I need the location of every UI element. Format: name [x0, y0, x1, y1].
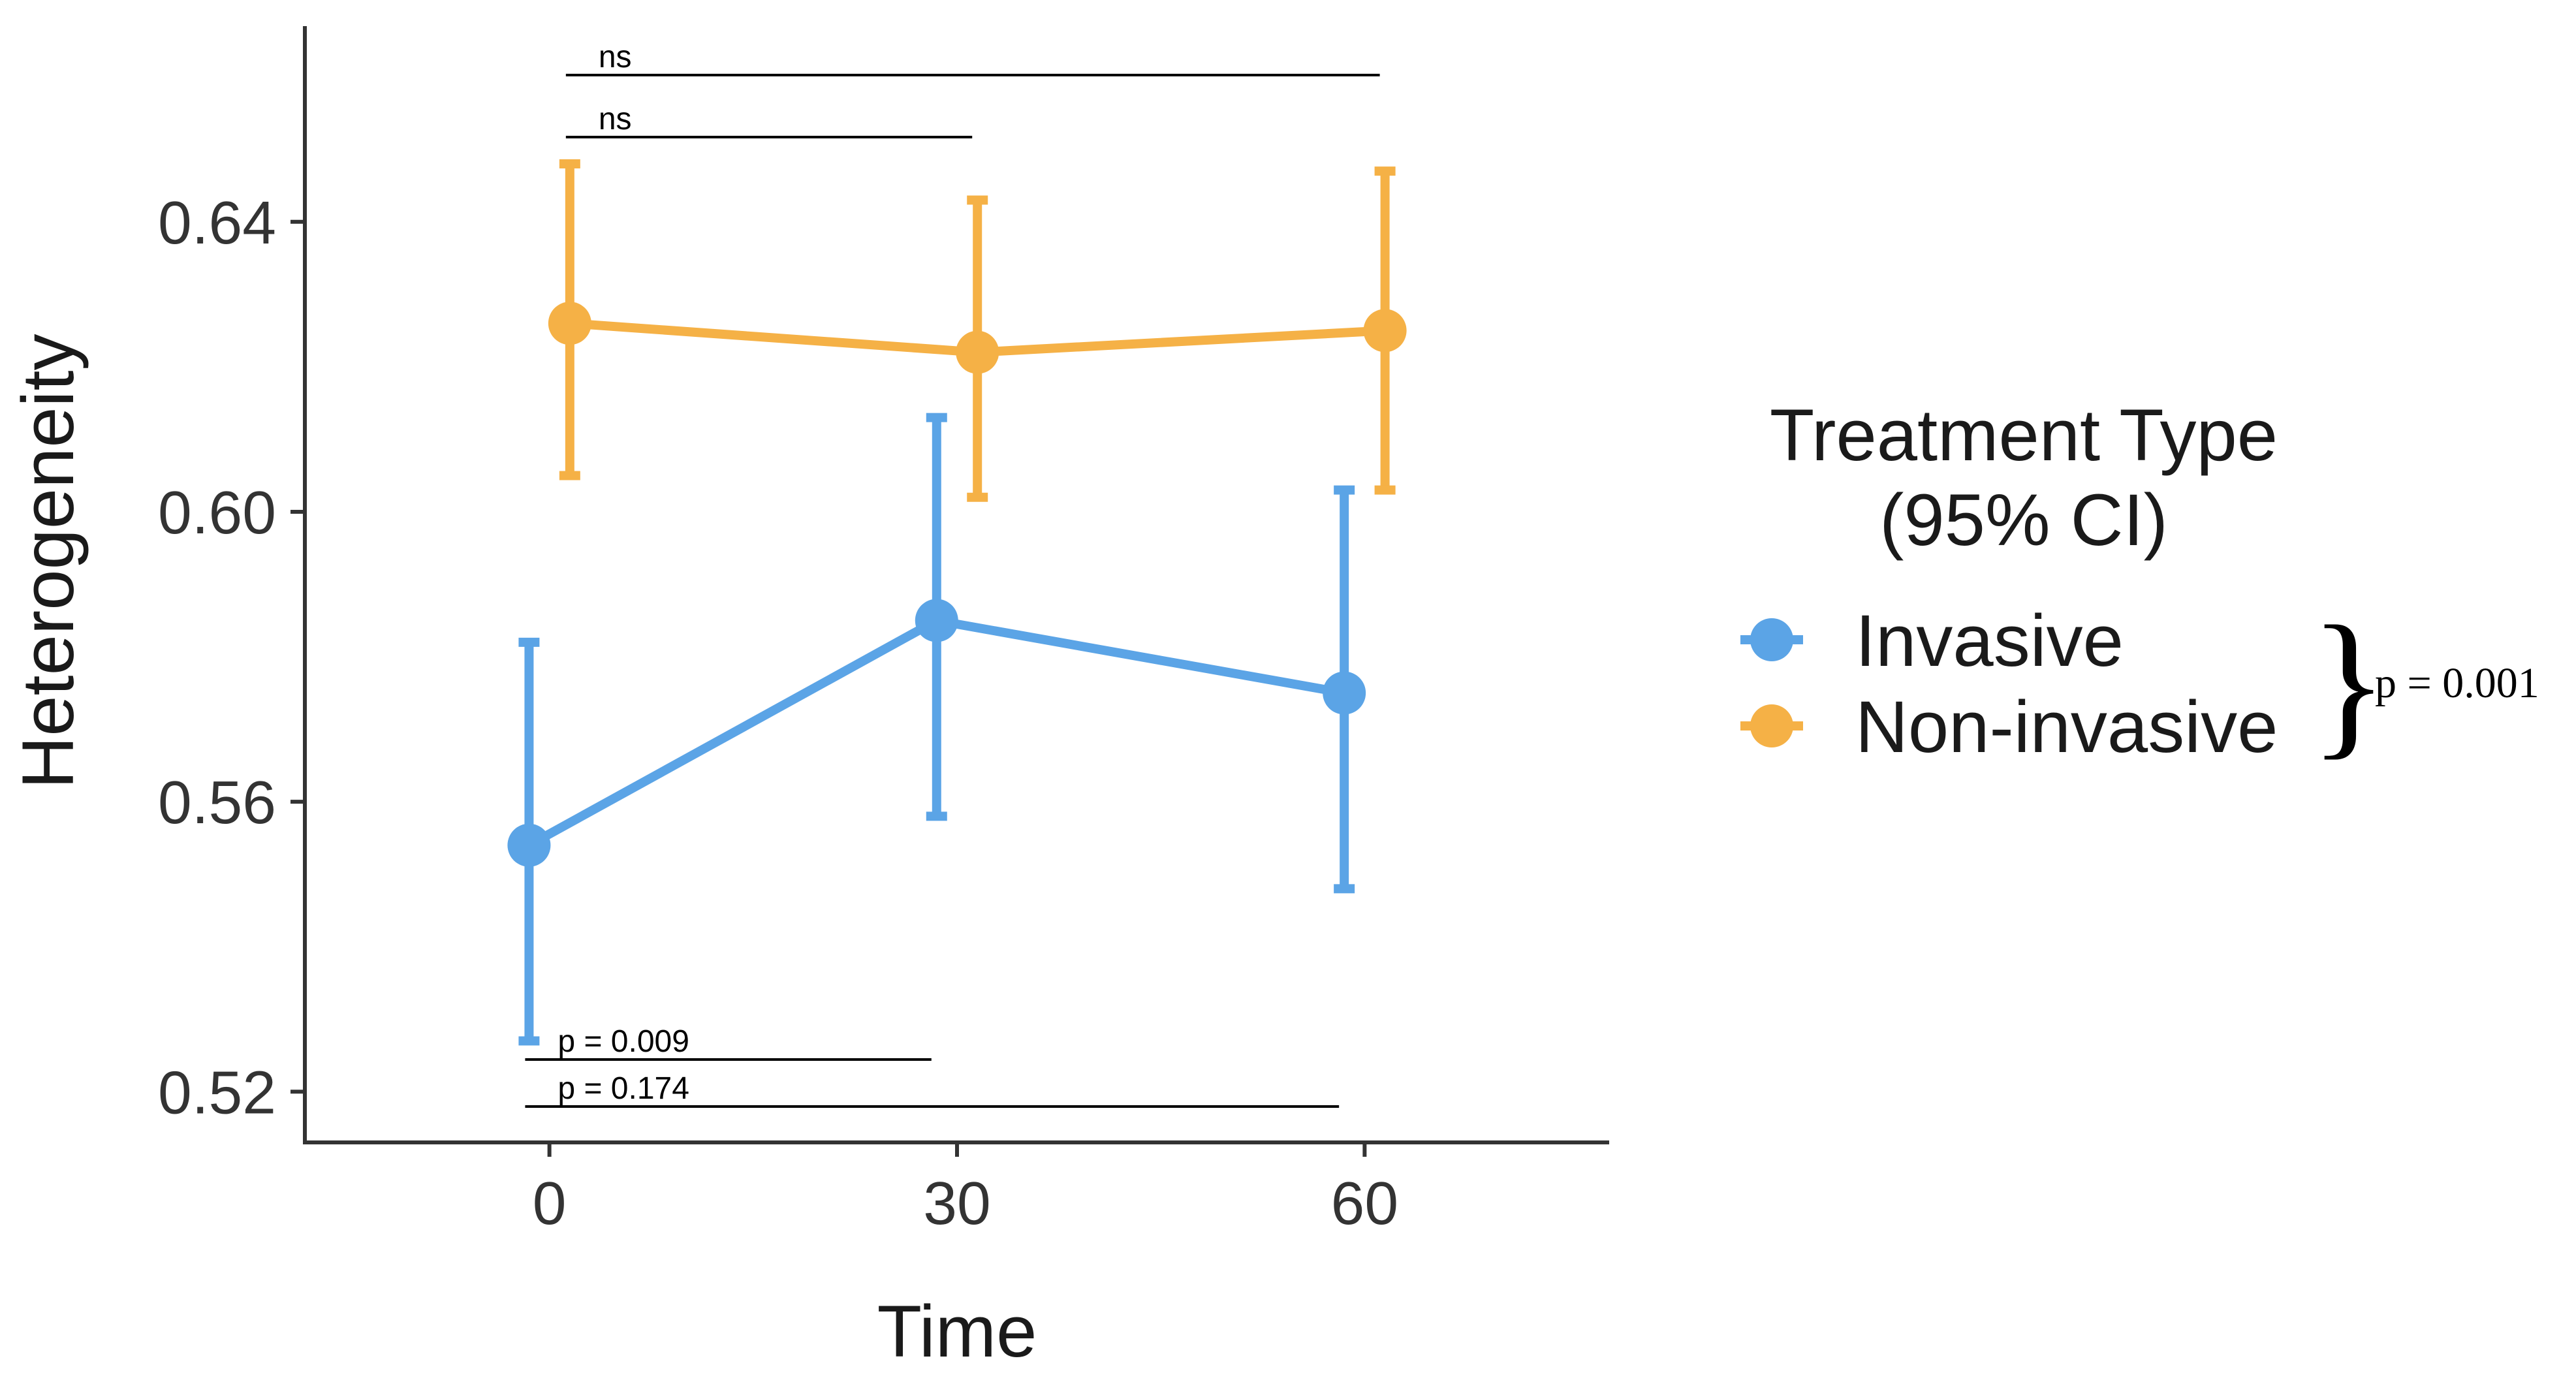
data-point [915, 599, 958, 642]
legend-key-point [1750, 618, 1793, 661]
annotation-label: p = 0.009 [558, 1024, 689, 1059]
legend: Treatment Type (95% CI) InvasiveNon-inva… [1740, 394, 2539, 774]
legend-label: Non-invasive [1855, 686, 2278, 768]
y-tick-label: 0.52 [158, 1058, 276, 1126]
data-point [1323, 671, 1366, 715]
legend-key-point [1750, 704, 1793, 747]
significance-annotations: ns ns p = 0.009 p = 0.174 [525, 40, 1380, 1108]
x-tick-label: 0 [533, 1169, 567, 1237]
x-ticks: 0 30 60 [533, 1142, 1398, 1237]
axes [303, 26, 1609, 1144]
y-ticks: 0.52 0.56 0.60 0.64 [158, 189, 305, 1126]
annotation-label: ns [599, 102, 632, 136]
legend-label: Invasive [1855, 600, 2124, 682]
legend-title-line1: Treatment Type [1770, 394, 2278, 476]
y-tick-label: 0.64 [158, 189, 276, 257]
series-non-invasive [548, 159, 1407, 502]
x-axis-title: Time [877, 1291, 1037, 1372]
annotation-label: p = 0.174 [558, 1071, 689, 1106]
data-point [507, 823, 551, 867]
series-layer [507, 159, 1407, 1046]
data-point [1363, 309, 1407, 353]
x-tick-label: 30 [923, 1169, 990, 1237]
y-tick-label: 0.60 [158, 479, 276, 546]
legend-brace: } [2310, 593, 2388, 774]
legend-group-p-value: p = 0.001 [2375, 659, 2539, 707]
y-tick-label: 0.56 [158, 768, 276, 836]
series-invasive [507, 413, 1366, 1046]
y-axis-title: Heterogeneity [7, 334, 89, 789]
legend-title-line2: (95% CI) [1879, 479, 2168, 561]
data-point [548, 302, 591, 345]
data-point [956, 330, 999, 374]
annotation-label: ns [599, 40, 632, 74]
x-tick-label: 60 [1331, 1169, 1398, 1237]
